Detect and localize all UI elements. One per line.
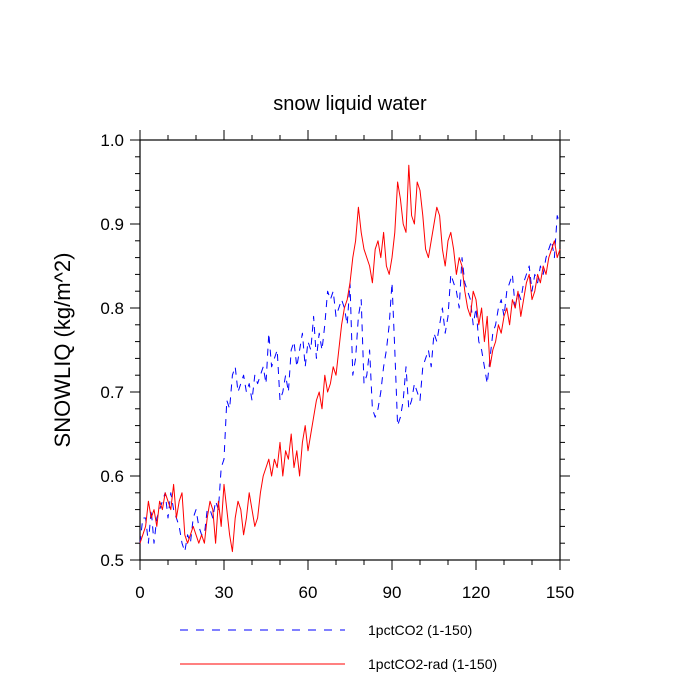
y-tick-label: 0.8 <box>100 299 124 318</box>
plot-frame <box>139 139 561 561</box>
x-tick-label: 90 <box>383 583 402 602</box>
y-tick-label: 0.7 <box>100 383 124 402</box>
y-tick-label: 0.5 <box>100 551 124 570</box>
y-tick-label: 1.0 <box>100 131 124 150</box>
y-axis-label: SNOWLIQ (kg/m^2) <box>50 253 75 448</box>
x-tick-label: 120 <box>462 583 490 602</box>
x-tick-label: 0 <box>135 583 144 602</box>
legend-label-1pctco2-rad: 1pctCO2-rad (1-150) <box>368 656 497 672</box>
tick-labels: 0 30 60 90 120 150 0.5 0.6 0.7 0.8 0.9 1.0 <box>100 131 574 602</box>
x-tick-label: 150 <box>546 583 574 602</box>
y-tick-label: 0.6 <box>100 467 124 486</box>
legend-label-1pctco2: 1pctCO2 (1-150) <box>368 622 472 638</box>
y-tick-label: 0.9 <box>100 215 124 234</box>
series-line-1pctco2-rad <box>139 164 561 553</box>
legend: 1pctCO2 (1-150) 1pctCO2-rad (1-150) <box>180 622 497 672</box>
x-tick-label: 60 <box>299 583 318 602</box>
series-lines <box>139 164 561 553</box>
chart-title: snow liquid water <box>273 93 427 115</box>
x-tick-label: 30 <box>215 583 234 602</box>
series-line-1pctco2 <box>139 215 561 553</box>
axis-ticks <box>130 130 570 570</box>
